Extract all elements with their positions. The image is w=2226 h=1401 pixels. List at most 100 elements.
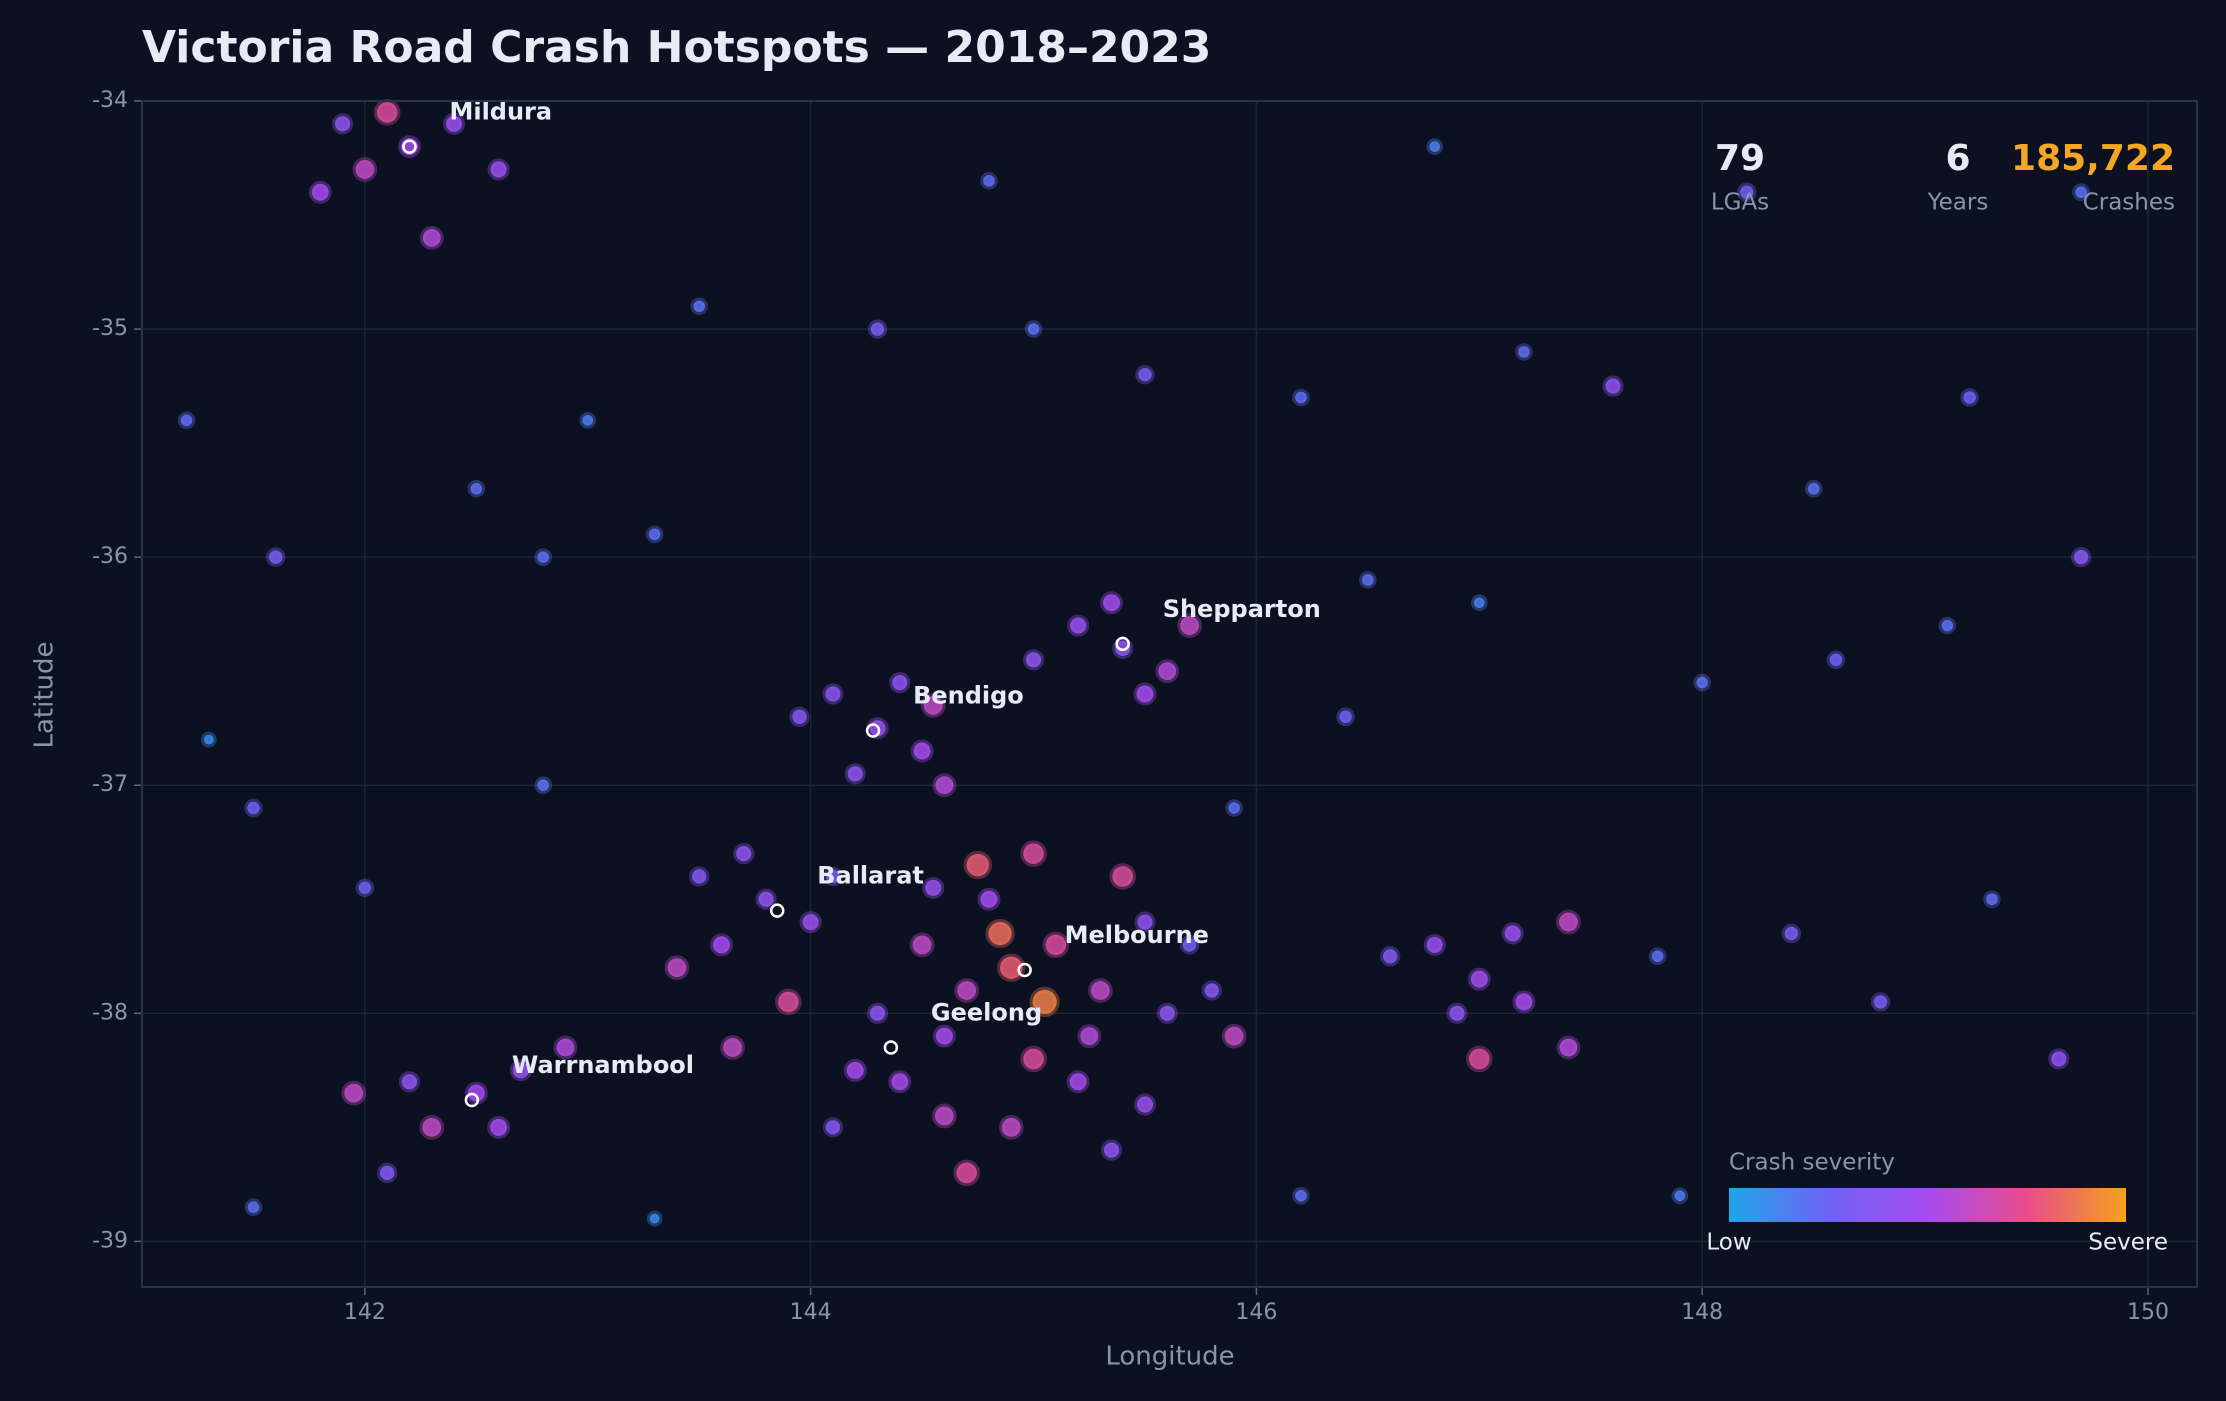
crash-point	[467, 479, 486, 498]
crash-point	[985, 918, 1015, 949]
crash-point	[1671, 1187, 1689, 1205]
crash-point	[690, 297, 709, 316]
crash-point	[844, 763, 866, 785]
crash-point	[1602, 375, 1624, 397]
crash-point	[1781, 923, 1802, 944]
y-tick-label: -36	[92, 544, 128, 569]
crash-point	[1380, 946, 1401, 967]
crash-point	[1826, 650, 1846, 670]
crash-point	[789, 706, 810, 727]
crash-point	[352, 157, 378, 182]
crash-point	[1100, 591, 1124, 615]
crash-point	[1292, 1186, 1310, 1205]
crash-point	[920, 693, 946, 718]
x-tick-label: 144	[790, 1300, 832, 1325]
crash-point	[509, 1059, 532, 1082]
stat-value: 79	[1715, 138, 1765, 179]
crash-point	[1088, 978, 1113, 1003]
crash-point	[200, 731, 217, 748]
crash-point	[1870, 992, 1891, 1012]
crash-point	[373, 99, 401, 126]
city-marker	[402, 139, 417, 154]
city-marker	[769, 903, 785, 918]
colorbar	[1729, 1188, 2126, 1222]
y-axis-label: Latitude	[30, 641, 60, 748]
crash-point	[1112, 637, 1134, 659]
crash-point	[733, 843, 755, 865]
crash-point	[1446, 1002, 1468, 1024]
crash-point	[1077, 1024, 1102, 1049]
crash-point	[534, 776, 552, 795]
crash-point	[487, 1115, 511, 1139]
crash-point	[1470, 594, 1488, 612]
crash-point	[963, 850, 993, 880]
crash-point	[720, 1035, 746, 1060]
crash-point	[1067, 614, 1090, 637]
crash-point	[177, 411, 196, 430]
crash-point	[464, 1081, 488, 1105]
crash-point	[1177, 613, 1202, 638]
crash-point	[1134, 911, 1156, 933]
crash-point	[932, 1024, 956, 1048]
city-marker	[464, 1092, 480, 1108]
stat-label: Years	[1927, 190, 1989, 216]
crash-point	[867, 319, 888, 339]
crash-point	[866, 1002, 889, 1024]
city-label: Melbourne	[1065, 921, 1209, 949]
city-label: Ballarat	[817, 862, 924, 890]
crash-point	[1648, 947, 1667, 966]
crash-point	[377, 1162, 398, 1184]
crash-point	[1426, 138, 1444, 155]
crash-point	[553, 1035, 578, 1060]
city-label: Mildura	[449, 98, 552, 126]
crash-point	[1221, 1023, 1247, 1049]
crash-point	[398, 1071, 421, 1093]
crash-point	[931, 1103, 957, 1129]
crash-point	[1983, 890, 2001, 909]
x-tick-label: 146	[1235, 1300, 1277, 1325]
crash-point	[1156, 1002, 1178, 1024]
crash-point	[1225, 799, 1243, 817]
crash-point	[487, 158, 510, 181]
crash-point	[843, 1058, 867, 1082]
x-axis-label: Longitude	[1105, 1342, 1234, 1372]
stat-label: Crashes	[2083, 190, 2175, 216]
crash-point	[689, 866, 710, 887]
crash-point	[889, 671, 911, 694]
y-tick-label: -38	[92, 1000, 128, 1025]
x-tick-label: 150	[2127, 1300, 2169, 1325]
crash-point	[775, 988, 802, 1016]
crash-point	[419, 1114, 445, 1140]
crash-point	[244, 1198, 263, 1216]
crash-point	[2048, 1048, 2070, 1070]
x-tick-label: 142	[344, 1300, 386, 1325]
crash-point	[442, 112, 466, 135]
crash-point	[755, 888, 777, 910]
city-marker	[1115, 636, 1130, 652]
stat-label: LGAs	[1711, 190, 1769, 216]
crash-point	[341, 1080, 367, 1106]
crash-point	[1466, 1045, 1493, 1073]
crash-point	[308, 180, 332, 204]
crash-point	[954, 978, 980, 1003]
crash-point	[953, 1159, 980, 1187]
crash-point	[822, 1117, 844, 1138]
crash-point	[980, 172, 998, 190]
crash-point	[799, 911, 822, 934]
city-label: Shepparton	[1163, 595, 1321, 623]
crash-point	[1423, 933, 1446, 956]
stat-value: 6	[1945, 138, 1970, 179]
crash-point	[822, 683, 844, 705]
crash-point	[645, 525, 664, 544]
crash-point	[932, 773, 957, 798]
crash-point	[1155, 659, 1180, 684]
crash-point	[1556, 909, 1581, 935]
x-tick-label: 148	[1681, 1300, 1723, 1325]
city-marker	[1017, 962, 1032, 978]
chart-title: Victoria Road Crash Hotspots — 2018–2023	[142, 22, 1211, 73]
crash-point	[2072, 183, 2090, 202]
plot-frame	[141, 100, 2198, 1288]
crash-point	[534, 548, 552, 566]
